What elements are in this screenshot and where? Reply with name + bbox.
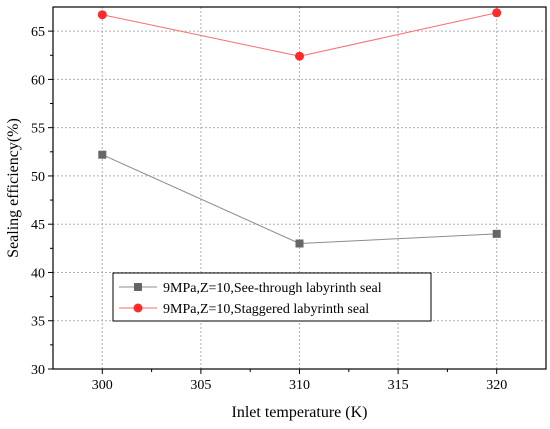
y-tick-label: 55 <box>31 122 45 137</box>
legend-marker-square <box>134 283 142 291</box>
legend: 9MPa,Z=10,See-through labyrinth seal 9MP… <box>112 272 432 322</box>
data-point-circle <box>97 10 107 20</box>
legend-box <box>112 272 432 322</box>
data-point-circle <box>492 8 502 18</box>
y-tick-label: 30 <box>31 363 45 378</box>
legend-entry-see-through: 9MPa,Z=10,See-through labyrinth seal <box>119 281 382 296</box>
x-tick-label: 315 <box>388 378 409 393</box>
data-point-square <box>492 229 501 238</box>
legend-entry-staggered: 9MPa,Z=10,Staggered labyrinth seal <box>119 302 369 317</box>
y-tick-label: 50 <box>31 170 45 185</box>
data-point-circle <box>295 51 304 61</box>
legend-marker-circle <box>133 303 143 313</box>
series <box>97 8 502 248</box>
y-tick-label: 60 <box>31 73 45 88</box>
x-tick-label: 310 <box>289 378 310 393</box>
legend-label-staggered: 9MPa,Z=10,Staggered labyrinth seal <box>163 302 369 317</box>
x-tick-label: 305 <box>190 378 211 393</box>
x-axis-title: Inlet temperature (K) <box>232 404 368 421</box>
data-point-square <box>295 239 304 248</box>
x-tick-label: 320 <box>486 378 507 393</box>
x-tick-label: 300 <box>92 378 113 393</box>
y-tick-label: 45 <box>31 218 45 233</box>
data-point-square <box>98 150 107 159</box>
y-tick-label: 65 <box>31 25 45 40</box>
y-tick-label: 40 <box>31 266 45 281</box>
y-tick-label: 35 <box>31 315 45 330</box>
legend-label-see-through: 9MPa,Z=10,See-through labyrinth seal <box>163 281 382 296</box>
axis-ticks: 300 305 310 315 320 30 35 40 45 50 55 60 65 <box>31 25 507 393</box>
y-axis-title: Sealing efficiency(%) <box>5 118 22 258</box>
